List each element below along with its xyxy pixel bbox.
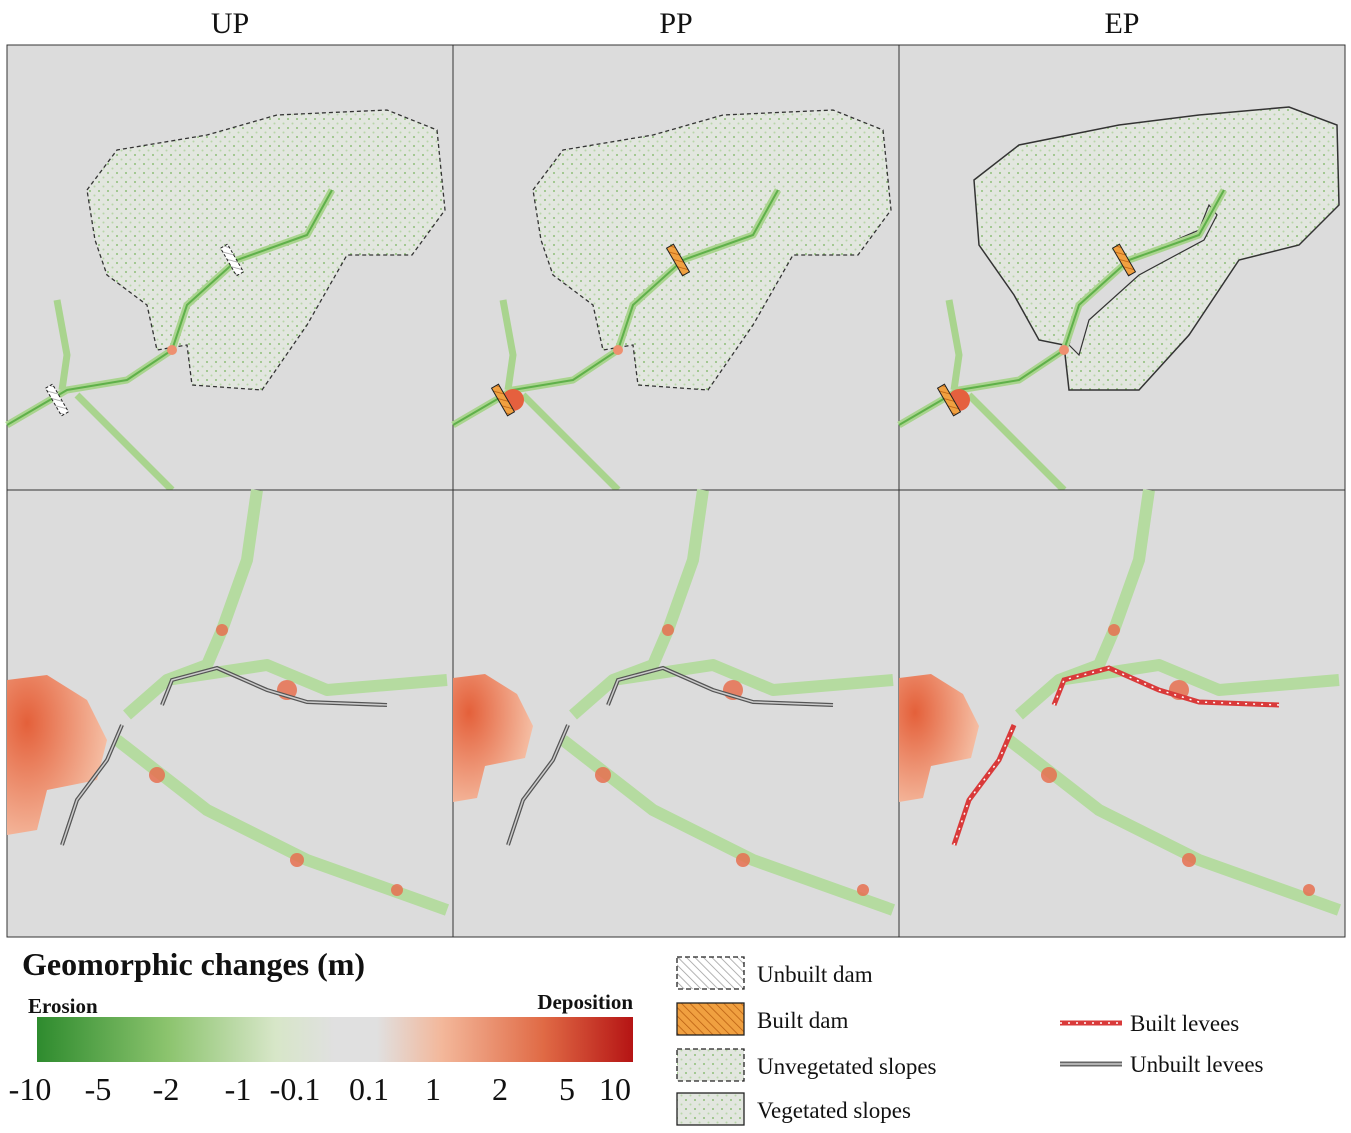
legend-label: Built levees [1130, 1011, 1239, 1036]
color-bar [37, 1017, 633, 1062]
legend-label: Unvegetated slopes [757, 1054, 937, 1079]
legend-swatch [677, 1003, 744, 1035]
legend-label: Built dam [757, 1008, 848, 1033]
legend-title: Geomorphic changes (m) [22, 946, 365, 982]
legend-label: Vegetated slopes [757, 1098, 911, 1123]
deposition [149, 767, 165, 783]
reach-map [899, 490, 1345, 937]
legend-label: Unbuilt dam [757, 962, 873, 987]
catchment-map [899, 45, 1345, 490]
deposition [857, 884, 869, 896]
deposition [1059, 345, 1069, 355]
map-panels: UP PP EP [7, 7, 1345, 937]
column-title: PP [659, 7, 692, 40]
deposition [736, 853, 750, 867]
page: {"columns": ["UP", "PP", "EP"], "legend"… [0, 0, 1351, 1128]
erosion-label: Erosion [28, 994, 98, 1018]
deposition [1182, 853, 1196, 867]
column-title: EP [1104, 7, 1139, 40]
colorbar-tick-label: 0.1 [349, 1071, 389, 1107]
catchment-map [7, 45, 453, 490]
deposition [595, 767, 611, 783]
colorbar-tick-label: 2 [492, 1071, 508, 1107]
deposition [290, 853, 304, 867]
colorbar-tick-label: -2 [153, 1071, 180, 1107]
colorbar-tick-label: 10 [599, 1071, 631, 1107]
legend-label: Unbuilt levees [1130, 1052, 1264, 1077]
colorbar-tick-label: -0.1 [270, 1071, 321, 1107]
deposition [216, 624, 228, 636]
legend-swatch [677, 1093, 744, 1125]
colorbar-tick-label: -1 [225, 1071, 252, 1107]
deposition [1108, 624, 1120, 636]
colorbar-tick-label: 1 [425, 1071, 441, 1107]
legend-swatch [677, 957, 744, 989]
deposition [167, 345, 177, 355]
deposition [1041, 767, 1057, 783]
deposition [662, 624, 674, 636]
deposition [613, 345, 623, 355]
legend: Geomorphic changes (m) Erosion Depositio… [9, 946, 1264, 1125]
colorbar-tick-label: -5 [85, 1071, 112, 1107]
colorbar-tick-label: 5 [559, 1071, 575, 1107]
deposition-label: Deposition [537, 990, 633, 1014]
deposition [391, 884, 403, 896]
figure: UP PP EP Geomorphic changes (m) Erosion De… [0, 0, 1351, 1128]
deposition [1303, 884, 1315, 896]
reach-map [7, 490, 453, 937]
column-title: UP [211, 7, 249, 40]
legend-swatch [677, 1049, 744, 1081]
catchment-map [453, 45, 899, 490]
reach-map [453, 490, 899, 937]
colorbar-tick-label: -10 [9, 1071, 52, 1107]
